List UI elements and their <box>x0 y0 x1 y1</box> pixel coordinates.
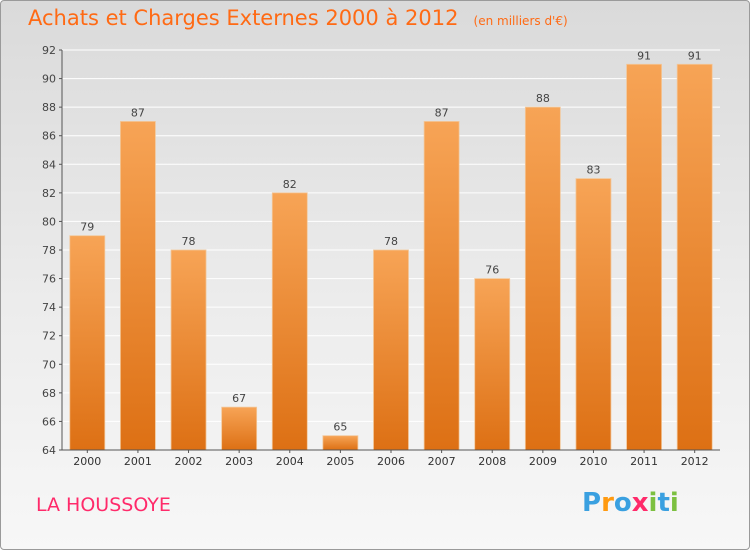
y-tick-label: 64 <box>42 444 56 457</box>
y-tick-label: 82 <box>42 187 56 200</box>
bar <box>626 63 662 451</box>
x-tick-label: 2003 <box>225 455 253 468</box>
x-tick-label: 2000 <box>73 455 101 468</box>
bar <box>271 192 308 451</box>
bar <box>474 278 511 451</box>
value-label: 67 <box>232 392 246 405</box>
y-tick-label: 86 <box>42 130 56 143</box>
logo-letter: P <box>582 488 602 518</box>
bar <box>221 406 258 451</box>
y-tick-label: 92 <box>42 44 56 57</box>
logo-letter: t <box>657 488 670 518</box>
x-tick-label: 2005 <box>326 455 354 468</box>
bar <box>423 121 460 451</box>
x-tick-label: 2001 <box>124 455 152 468</box>
x-tick-label: 2008 <box>478 455 506 468</box>
value-label: 87 <box>131 106 145 119</box>
bar <box>676 63 713 451</box>
proxiti-logo: Proxiti <box>582 488 679 518</box>
x-tick-label: 2007 <box>428 455 456 468</box>
logo-letter: i <box>669 488 679 518</box>
value-label: 78 <box>182 235 196 248</box>
logo-letter: o <box>613 488 632 518</box>
chart-title: Achats et Charges Externes 2000 à 2012 <box>28 6 459 30</box>
bar <box>69 235 106 451</box>
value-label: 87 <box>435 106 449 119</box>
y-tick-label: 90 <box>42 73 56 86</box>
bar <box>524 106 561 451</box>
x-tick-label: 2010 <box>579 455 607 468</box>
chart-subtitle: (en milliers d'€) <box>473 14 568 28</box>
bar <box>120 121 156 451</box>
value-label: 83 <box>586 164 600 177</box>
y-tick-label: 70 <box>42 358 56 371</box>
bar <box>373 249 409 451</box>
x-tick-label: 2006 <box>377 455 405 468</box>
logo-letter: i <box>648 488 658 518</box>
bar <box>575 178 612 451</box>
y-tick-label: 76 <box>42 273 56 286</box>
y-tick-label: 72 <box>42 330 56 343</box>
value-label: 91 <box>637 49 651 62</box>
value-label: 79 <box>80 221 94 234</box>
commune-name: LA HOUSSOYE <box>36 494 171 516</box>
logo-letter: x <box>631 488 649 518</box>
x-tick-label: 2009 <box>529 455 557 468</box>
bar <box>170 249 207 451</box>
x-tick-label: 2002 <box>175 455 203 468</box>
x-tick-label: 2012 <box>681 455 709 468</box>
y-tick-label: 84 <box>42 158 56 171</box>
y-tick-label: 66 <box>42 415 56 428</box>
y-tick-label: 68 <box>42 387 56 400</box>
title-block: Achats et Charges Externes 2000 à 2012 (… <box>28 6 568 30</box>
y-tick-label: 74 <box>42 301 56 314</box>
value-label: 65 <box>333 421 347 434</box>
bar <box>322 435 359 451</box>
value-label: 78 <box>384 235 398 248</box>
value-label: 82 <box>283 178 297 191</box>
logo-letter: r <box>601 488 614 518</box>
y-tick-label: 80 <box>42 215 56 228</box>
y-tick-label: 78 <box>42 244 56 257</box>
value-label: 76 <box>485 264 499 277</box>
value-label: 88 <box>536 92 550 105</box>
x-tick-label: 2004 <box>276 455 304 468</box>
y-tick-label: 88 <box>42 101 56 114</box>
x-tick-label: 2011 <box>630 455 658 468</box>
value-label: 91 <box>688 49 702 62</box>
